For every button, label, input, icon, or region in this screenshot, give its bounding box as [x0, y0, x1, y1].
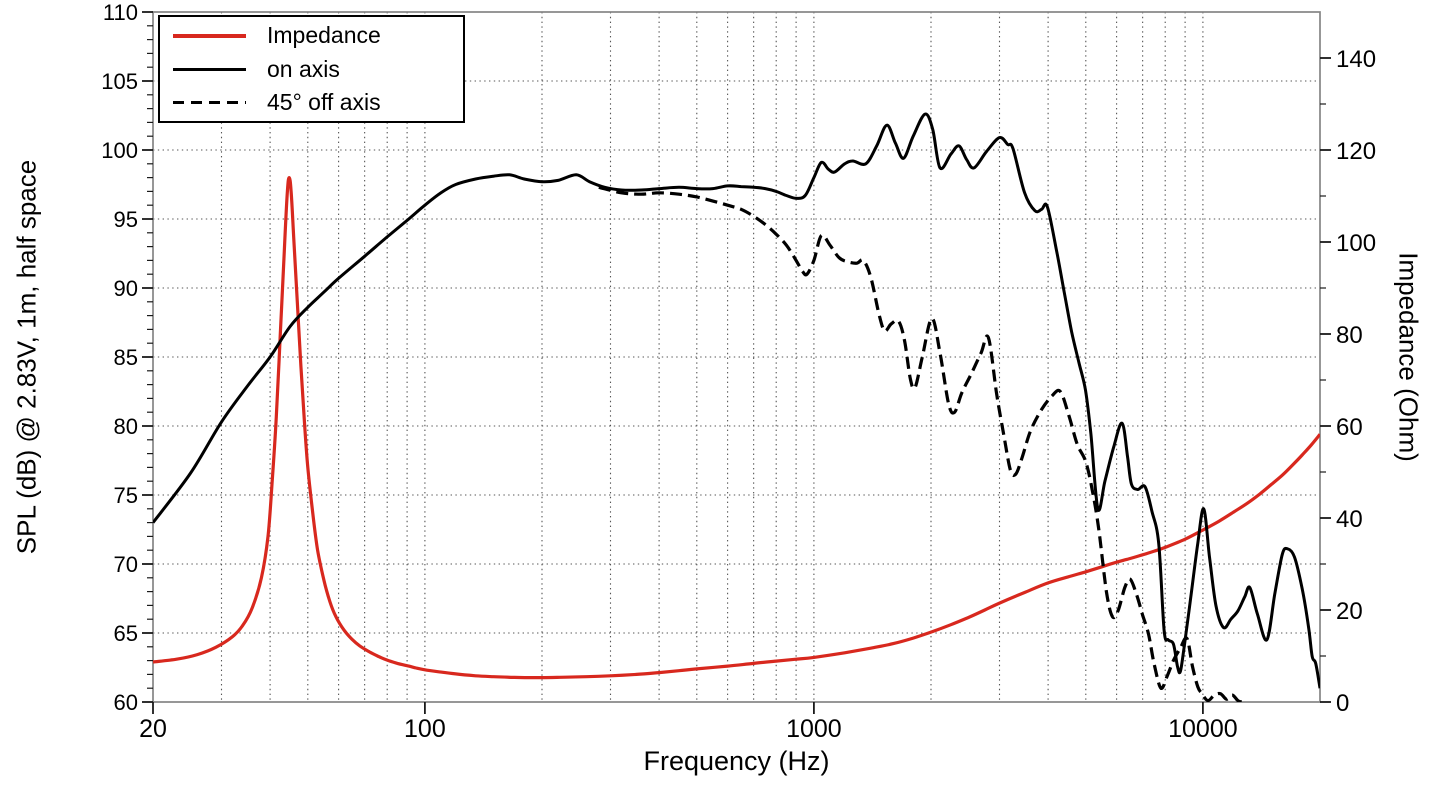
legend-label-on-axis: on axis [267, 55, 340, 82]
on-axis-spl-curve [153, 112, 1320, 689]
legend: Impedance on axis 45° off axis [158, 15, 465, 123]
curves [153, 112, 1320, 702]
spl-tick-label: 85 [114, 345, 138, 370]
impedance-tick-label: 40 [1336, 506, 1363, 533]
impedance-tick-label: 140 [1336, 46, 1376, 73]
frequency-tick-label: 100 [404, 715, 446, 743]
spl-tick-label: 100 [101, 138, 138, 163]
spl-tick-label: 65 [114, 621, 138, 646]
y-axis-title-spl: SPL (dB) @ 2.83V, 1m, half space [11, 159, 42, 555]
spl-tick-label: 60 [114, 690, 138, 715]
frequency-tick-label: 10000 [1168, 715, 1238, 743]
legend-label-off-axis: 45° off axis [267, 89, 381, 115]
legend-label-impedance: Impedance [267, 22, 381, 48]
spl-tick-label: 75 [114, 483, 138, 508]
off-axis-spl-curve [598, 185, 1243, 702]
tick-labels: 110 105 100 95 90 85 80 75 70 65 60 140 120 100 80 60 40… [101, 0, 1376, 743]
spl-tick-label: 70 [114, 552, 138, 577]
spl-tick-label: 110 [103, 0, 138, 25]
legend-item-impedance: Impedance [160, 21, 463, 51]
legend-item-off-axis: 45° off axis [160, 88, 463, 118]
on-axis-line-sample [173, 67, 246, 71]
y-axis-title-impedance: Impedance (Ohm) [1393, 252, 1424, 462]
impedance-tick-label: 100 [1336, 230, 1376, 257]
frequency-tick-label: 1000 [786, 715, 842, 743]
impedance-tick-label: 80 [1336, 322, 1363, 349]
off-axis-line-sample [173, 100, 246, 105]
impedance-tick-label: 20 [1336, 598, 1363, 625]
spl-tick-label: 90 [114, 276, 138, 301]
legend-item-on-axis: on axis [160, 54, 463, 84]
impedance-line-sample [173, 33, 246, 38]
spl-tick-label: 95 [114, 207, 138, 232]
frequency-tick-label: 20 [139, 715, 167, 743]
spl-tick-label: 105 [101, 69, 138, 94]
axis-ticks [142, 11, 1331, 714]
impedance-curve [153, 176, 1320, 680]
impedance-tick-label: 60 [1336, 414, 1363, 441]
impedance-tick-label: 0 [1336, 690, 1349, 717]
x-axis-title-frequency: Frequency (Hz) [643, 746, 830, 776]
impedance-tick-label: 120 [1336, 138, 1376, 165]
spl-tick-label: 80 [114, 414, 138, 439]
